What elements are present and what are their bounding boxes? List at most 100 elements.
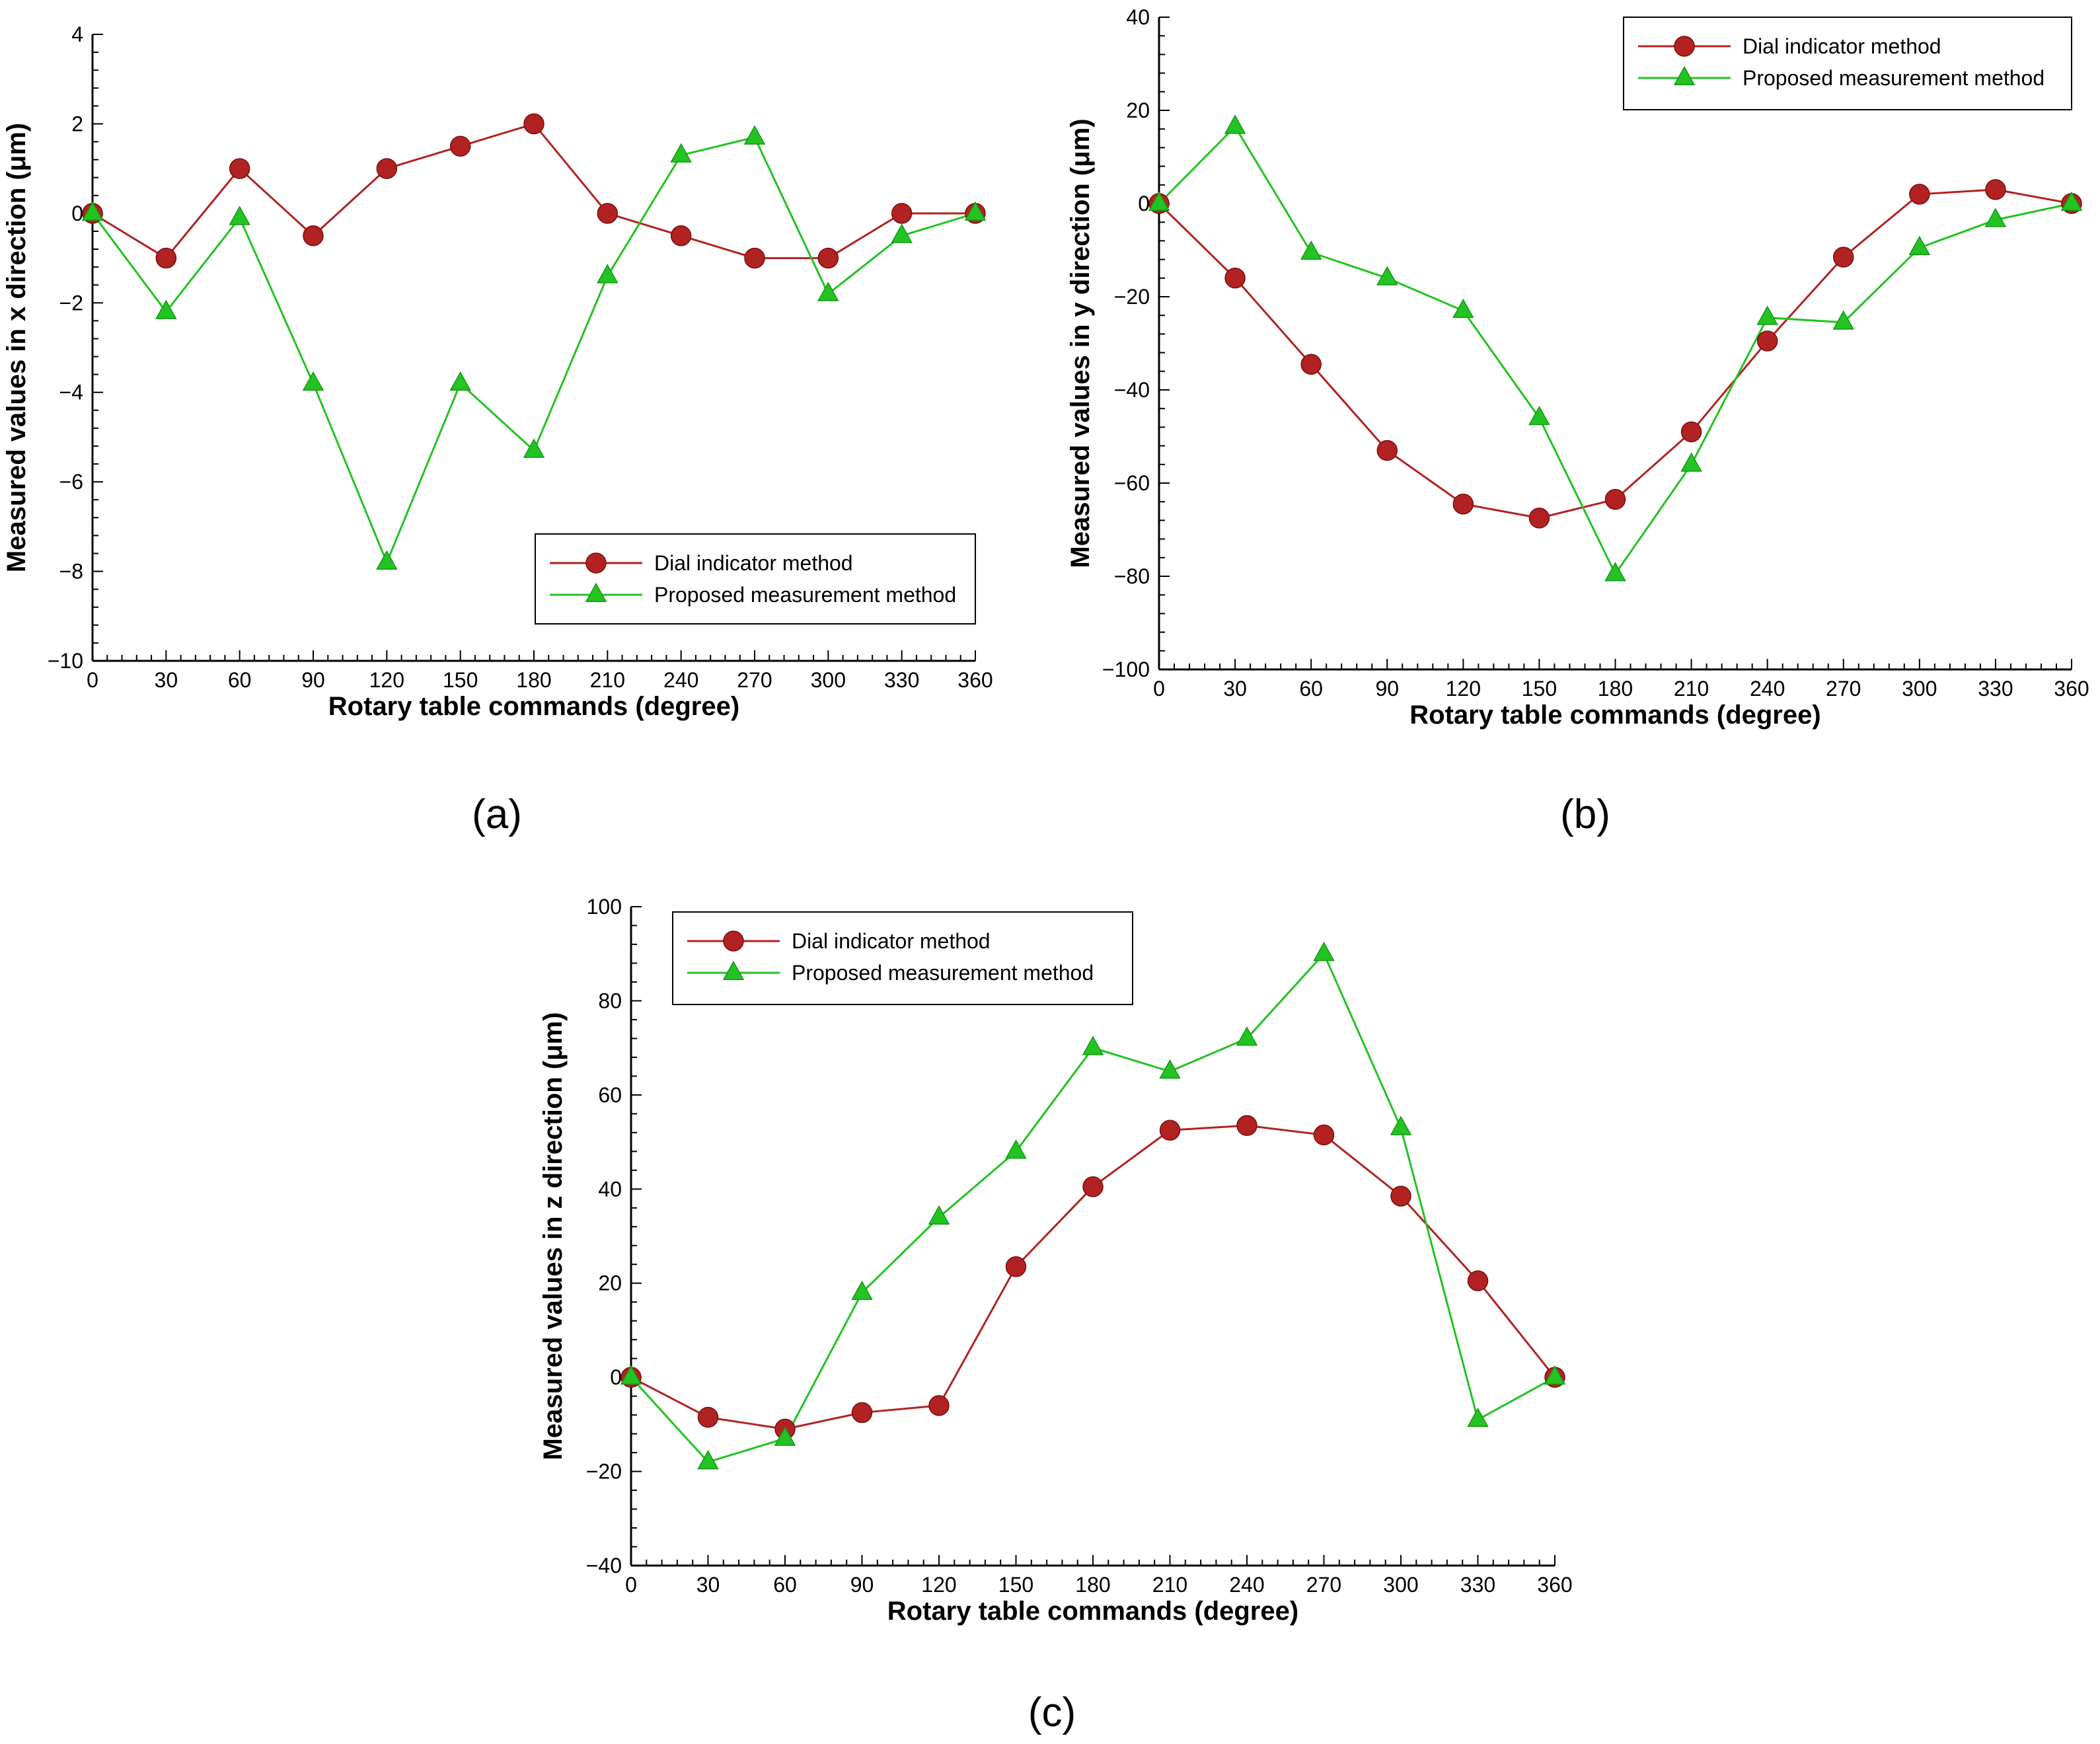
x-tick-label: 270	[1826, 677, 1861, 701]
x-tick-label: 90	[1375, 677, 1399, 701]
legend-box	[1623, 17, 2072, 110]
legend-marker-circle	[585, 552, 607, 574]
data-point-proposed-method	[1680, 452, 1702, 472]
legend-marker-triangle	[722, 960, 745, 981]
x-tick-label: 0	[1153, 677, 1165, 701]
x-tick-label: 210	[590, 668, 625, 692]
data-point-proposed-method	[891, 223, 913, 243]
data-point-proposed-method	[376, 550, 398, 570]
data-point-proposed-method	[1313, 941, 1335, 962]
data-point-proposed-method	[774, 1426, 796, 1446]
legend: Dial indicator method Proposed measuremen…	[535, 533, 976, 625]
data-point-proposed-method	[1467, 1407, 1489, 1427]
legend: Dial indicator method Proposed measuremen…	[1623, 17, 2072, 110]
y-tick-label: −10	[48, 649, 83, 673]
y-tick-label: −4	[59, 381, 83, 404]
x-tick-label: 0	[625, 1573, 637, 1597]
data-point-dial-indicator	[1756, 330, 1778, 352]
data-point-proposed-method	[1376, 266, 1398, 285]
data-point-proposed-method	[1908, 235, 1931, 255]
legend-label: Dial indicator method	[654, 551, 853, 575]
data-point-proposed-method	[81, 201, 104, 221]
data-point-dial-indicator	[1604, 488, 1626, 510]
x-tick-label: 240	[1750, 677, 1785, 701]
series-line-proposed-method	[91, 135, 976, 565]
x-tick-label: 90	[850, 1573, 874, 1597]
y-tick-label: −6	[59, 470, 83, 494]
data-point-dial-indicator	[891, 203, 913, 224]
data-point-proposed-method	[302, 371, 324, 391]
data-point-dial-indicator	[1833, 246, 1854, 268]
data-point-dial-indicator	[1680, 421, 1702, 443]
data-point-proposed-method	[620, 1365, 642, 1385]
data-point-proposed-method	[597, 264, 619, 284]
legend-label: Proposed measurement method	[792, 961, 1094, 985]
data-point-proposed-method	[851, 1280, 873, 1300]
data-point-proposed-method	[697, 1450, 719, 1470]
data-point-proposed-method	[670, 143, 692, 163]
x-tick-label: 150	[443, 668, 478, 692]
x-tick-label: 150	[1522, 677, 1557, 701]
x-tick-label: 330	[1978, 677, 2013, 701]
chart-c: 0 30 60 90 120 150 180 210 240 270 300 330 360 −40 −20…	[539, 895, 1573, 1735]
x-tick-label: 210	[1152, 1573, 1187, 1597]
data-point-proposed-method	[1148, 191, 1170, 211]
x-tick-label: 60	[228, 668, 252, 692]
y-tick-label: 40	[598, 1177, 622, 1201]
x-tick-label: 300	[1902, 677, 1937, 701]
data-point-dial-indicator	[376, 158, 398, 179]
x-tick-label: 270	[1306, 1573, 1341, 1597]
y-tick-label: −60	[1114, 471, 1150, 495]
data-point-dial-indicator	[1528, 508, 1550, 529]
data-point-proposed-method	[449, 371, 471, 391]
y-axis-label: Measured values in y direction (μm)	[1066, 118, 1095, 568]
x-tick-label: 120	[921, 1573, 956, 1597]
x-tick-label: 60	[1299, 677, 1323, 701]
x-tick-label: 0	[87, 668, 98, 692]
legend-marker-triangle	[585, 582, 607, 603]
data-point-dial-indicator	[1452, 493, 1474, 515]
data-point-dial-indicator	[1985, 179, 2006, 200]
legend-marker-circle	[723, 930, 744, 952]
x-axis-label: Rotary table commands (degree)	[328, 692, 739, 721]
legend-label: Proposed measurement method	[654, 583, 956, 607]
y-axis-label: Measured values in x direction (μm)	[2, 123, 31, 572]
x-tick-label: 240	[1229, 1573, 1264, 1597]
data-point-dial-indicator	[851, 1402, 873, 1423]
x-tick-label: 120	[369, 668, 404, 692]
series-line-dial-indicator	[1158, 188, 2072, 519]
series-line-proposed-method	[630, 952, 1556, 1464]
data-point-proposed-method	[1832, 310, 1855, 330]
data-point-dial-indicator	[697, 1406, 719, 1428]
legend-label: Dial indicator method	[792, 929, 991, 953]
chart-b: 0 30 60 90 120 150 180 210 240 270 300 330 360 −100 −8…	[1066, 5, 2089, 837]
x-tick-label: 330	[1460, 1573, 1495, 1597]
x-tick-label: 300	[811, 668, 846, 692]
panel-caption: (b)	[1560, 792, 1610, 837]
x-tick-label: 360	[957, 668, 993, 692]
y-tick-label: 0	[1138, 192, 1150, 215]
x-tick-label: 360	[1537, 1573, 1572, 1597]
data-point-dial-indicator	[1376, 439, 1398, 461]
x-tick-label: 360	[2054, 677, 2089, 701]
y-tick-label: −80	[1114, 564, 1150, 588]
data-point-dial-indicator	[1159, 1119, 1181, 1141]
data-point-proposed-method	[155, 299, 177, 319]
panel-caption: (a)	[472, 792, 522, 837]
data-point-dial-indicator	[670, 225, 692, 246]
x-tick-label: 300	[1383, 1573, 1418, 1597]
y-tick-label: −20	[586, 1460, 622, 1484]
data-point-proposed-method	[1005, 1139, 1027, 1159]
data-point-proposed-method	[2060, 191, 2083, 211]
y-tick-label: −40	[586, 1554, 622, 1577]
data-point-proposed-method	[817, 282, 839, 301]
series-line-dial-indicator	[630, 1124, 1556, 1431]
legend-label: Dial indicator method	[1743, 34, 1941, 58]
y-tick-label: −40	[1114, 378, 1150, 402]
x-tick-label: 180	[1598, 677, 1633, 701]
legend-marker-circle	[1674, 36, 1695, 57]
data-point-dial-indicator	[303, 225, 324, 246]
data-point-dial-indicator	[928, 1395, 950, 1416]
data-point-proposed-method	[964, 201, 987, 221]
